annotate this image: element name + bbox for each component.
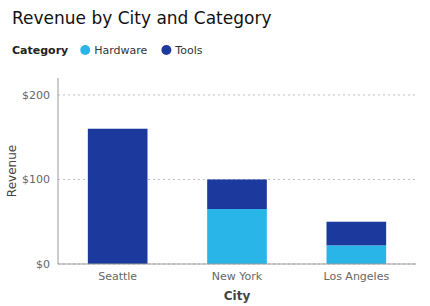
x-axis-line xyxy=(58,264,416,265)
y-axis-label: Revenue xyxy=(5,145,19,197)
y-axis-line xyxy=(58,78,59,264)
legend-swatch xyxy=(161,45,171,55)
title: Revenue by City and Category xyxy=(12,8,271,28)
y-tick-label: $100 xyxy=(22,173,50,186)
legend-title: Category xyxy=(12,44,68,57)
legend: Category Hardware Tools xyxy=(12,44,203,57)
legend-swatch xyxy=(80,45,90,55)
bar xyxy=(327,245,387,264)
bar xyxy=(88,129,148,264)
chart-container: Revenue by City and Category Category Hard… xyxy=(0,0,430,306)
bar xyxy=(207,179,267,209)
y-axis: $0 $100 $200 xyxy=(22,78,416,271)
x-axis-label: City xyxy=(224,289,251,303)
legend-label: Tools xyxy=(174,44,202,57)
y-tick-label: $0 xyxy=(36,258,50,271)
chart: Revenue by City and Category Category Hard… xyxy=(0,0,430,306)
x-tick-label: Seattle xyxy=(98,270,137,283)
x-axis: Seattle New York Los Angeles xyxy=(98,270,389,283)
bars xyxy=(88,129,386,264)
grid-line xyxy=(58,94,416,95)
x-tick-label: New York xyxy=(212,270,263,283)
grid-line xyxy=(58,264,416,265)
legend-label: Hardware xyxy=(94,44,147,57)
x-tick-label: Los Angeles xyxy=(323,270,389,283)
bar xyxy=(327,222,387,246)
bar xyxy=(207,209,267,264)
y-tick-label: $200 xyxy=(22,89,50,102)
